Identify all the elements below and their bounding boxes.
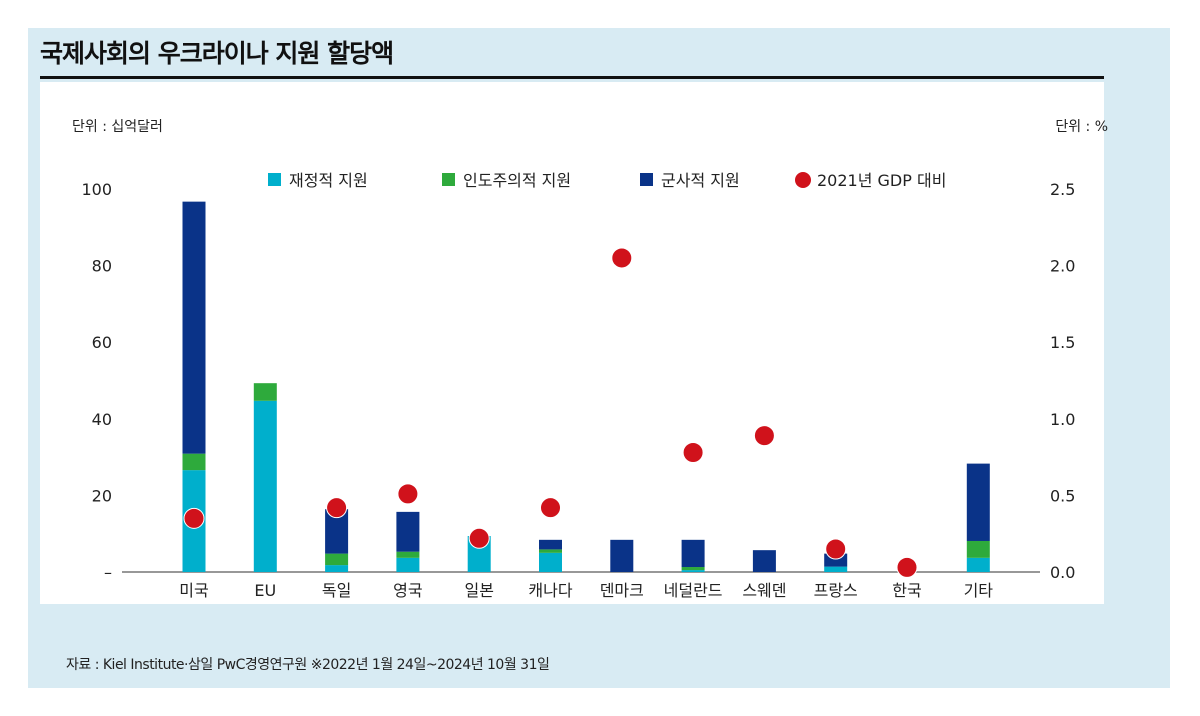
- x-tick-label: 일본: [464, 581, 493, 600]
- bar-segment: [253, 383, 277, 401]
- legend-swatch: [640, 173, 653, 186]
- x-tick-label: 독일: [322, 581, 351, 600]
- bar-segment: [966, 463, 990, 541]
- x-tick-label: 프랑스: [814, 581, 858, 600]
- x-tick-label: EU: [254, 581, 276, 600]
- legend-label: 인도주의적 지원: [463, 171, 571, 190]
- legend-swatch: [268, 173, 281, 186]
- gdp-ratio-point: [183, 507, 205, 529]
- y-tick-label: 100: [81, 180, 112, 199]
- y2-tick-label: 2.5: [1050, 180, 1075, 199]
- bar-segment: [681, 567, 705, 571]
- legend-label: 2021년 GDP 대비: [817, 171, 946, 190]
- plot-panel: [40, 82, 1104, 604]
- gdp-ratio-point: [896, 556, 918, 578]
- x-tick-label: 스웨덴: [742, 581, 786, 600]
- bar-segment: [539, 552, 562, 572]
- legend-label: 재정적 지원: [289, 171, 368, 190]
- source-note: 자료 : Kiel Institute·삼일 PwC경영연구원 ※2022년 1…: [66, 657, 550, 673]
- y2-tick-label: 1.5: [1050, 333, 1075, 352]
- x-tick-label: 네덜란드: [664, 581, 723, 600]
- left-unit-label: 단위 : 십억달러: [72, 119, 163, 135]
- x-tick-label: 덴마크: [600, 581, 644, 600]
- y-tick-label: –: [104, 563, 112, 582]
- y-tick-label: 80: [92, 257, 112, 276]
- gdp-ratio-point: [682, 442, 704, 464]
- bar-segment: [325, 553, 349, 566]
- legend-swatch: [442, 173, 455, 186]
- y2-tick-label: 0.5: [1050, 486, 1075, 505]
- bar-segment: [539, 549, 562, 553]
- bar-segment: [966, 557, 990, 572]
- bar-segment: [325, 509, 349, 554]
- gdp-ratio-point: [326, 497, 348, 519]
- legend-dot: [795, 172, 811, 188]
- y2-tick-label: 1.0: [1050, 410, 1075, 429]
- y-tick-label: 20: [92, 486, 112, 505]
- bar-segment: [396, 557, 420, 572]
- x-tick-label: 영국: [393, 581, 422, 600]
- gdp-ratio-point: [468, 527, 490, 549]
- legend-label: 군사적 지원: [661, 171, 740, 190]
- bar-segment: [182, 201, 206, 454]
- x-tick-label: 캐나다: [528, 581, 572, 600]
- bar-segment: [752, 550, 776, 572]
- gdp-ratio-point: [397, 483, 419, 505]
- chart-title: 국제사회의 우크라이나 지원 할당액: [40, 39, 394, 68]
- bar-segment: [610, 539, 634, 572]
- bar-segment: [681, 570, 705, 572]
- gdp-ratio-point: [611, 247, 633, 269]
- y2-tick-label: 2.0: [1050, 257, 1075, 276]
- y2-tick-label: 0.0: [1050, 563, 1075, 582]
- y-tick-label: 60: [92, 333, 112, 352]
- bar-segment: [325, 565, 349, 572]
- x-tick-label: 한국: [892, 581, 921, 600]
- title-rule: [40, 76, 1104, 79]
- x-tick-label: 미국: [179, 581, 208, 600]
- bar-segment: [966, 540, 990, 558]
- bar-segment: [396, 511, 420, 552]
- gdp-ratio-point: [825, 538, 847, 560]
- gdp-ratio-point: [540, 497, 561, 519]
- bar-segment: [539, 539, 562, 550]
- bar-segment: [396, 551, 420, 558]
- bar-segment: [253, 400, 277, 572]
- gdp-ratio-point: [753, 425, 775, 447]
- bar-segment: [182, 453, 206, 471]
- bar-segment: [824, 566, 848, 572]
- right-unit-label: 단위 : %: [1055, 119, 1108, 135]
- x-tick-label: 기타: [964, 581, 994, 600]
- y-tick-label: 40: [92, 410, 112, 429]
- bar-segment: [681, 539, 705, 568]
